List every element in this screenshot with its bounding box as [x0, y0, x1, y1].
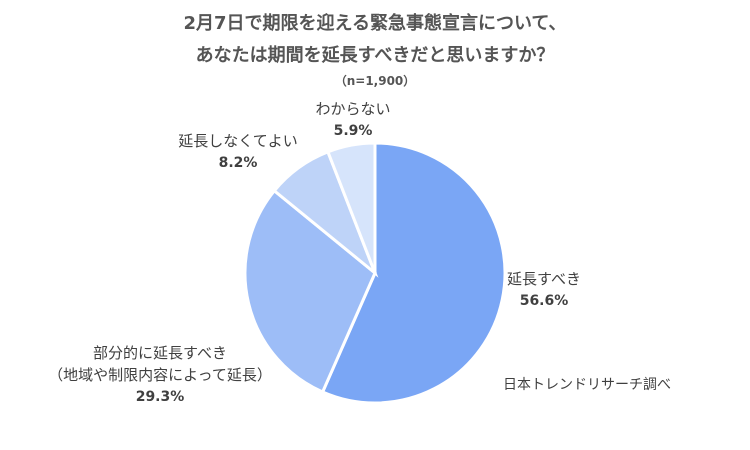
slice-value-unknown: 5.9%	[333, 123, 373, 139]
slice-label-partial-text2: （地域や制限内容によって延長）	[48, 366, 272, 384]
chart-title-line2: あなたは期間を延長すべきだと思いますか？	[195, 45, 555, 66]
slice-label-partial-text: 部分的に延長すべき	[93, 344, 227, 362]
sample-size: （n=1,900）	[334, 74, 416, 88]
slice-label-unknown: わからない 5.9%	[298, 98, 408, 142]
slice-label-unknown-text: わからない	[315, 100, 391, 118]
slice-label-extend-text: 延長すべき	[507, 270, 581, 288]
slice-label-no-extend-text: 延長しなくてよい	[178, 132, 298, 150]
slice-value-partial: 29.3%	[135, 389, 185, 405]
slice-partial	[243, 188, 377, 394]
slice-label-no-extend: 延長しなくてよい 8.2%	[168, 130, 308, 174]
slice-extend	[320, 141, 507, 405]
slice-value-extend: 56.6%	[519, 293, 569, 309]
slice-value-no-extend: 8.2%	[218, 155, 258, 171]
source-note: 日本トレンドリサーチ調べ	[503, 377, 671, 393]
chart-title-line1: 2月7日で期限を迎える緊急事態宣言について、	[183, 13, 567, 34]
slice-unknown	[325, 141, 377, 274]
slice-label-partial: 部分的に延長すべき （地域や制限内容によって延長） 29.3%	[20, 342, 300, 408]
slice-label-extend: 延長すべき 56.6%	[503, 268, 585, 312]
